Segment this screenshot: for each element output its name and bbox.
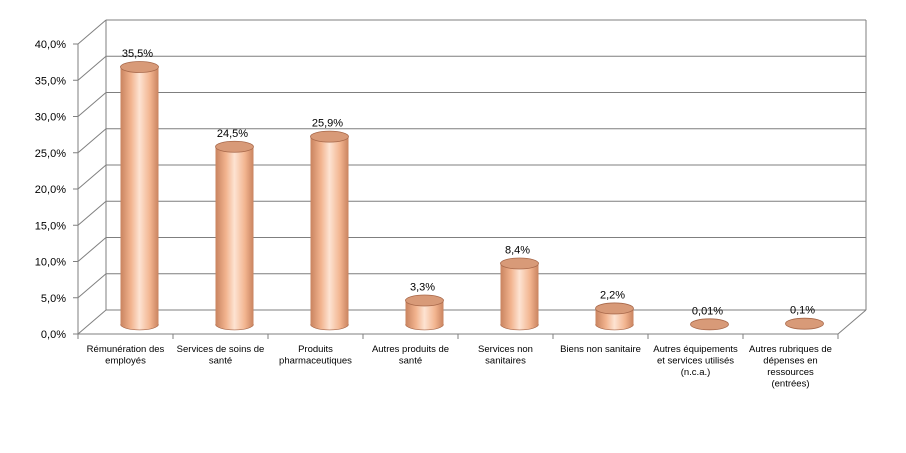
gridline-depth <box>77 309 107 335</box>
x-category-label: Services de soins de santé <box>177 344 265 367</box>
bar-body <box>500 263 539 330</box>
y-tick-label: 0,0% <box>41 329 66 341</box>
bar-base-edge <box>595 324 634 331</box>
bar-body <box>310 136 349 330</box>
bar-top <box>310 130 349 143</box>
gridline-depth <box>77 237 107 262</box>
bar-base-edge <box>310 324 349 331</box>
bar-top <box>595 302 634 315</box>
bar-2 <box>215 140 254 331</box>
bar-5 <box>500 257 539 331</box>
bar-top <box>785 317 824 330</box>
bar-4 <box>405 294 444 331</box>
gridline-depth <box>77 92 107 117</box>
bar-body <box>595 308 634 330</box>
gridline-depth <box>77 200 107 226</box>
data-label: 24,5% <box>217 128 248 140</box>
bar-top <box>215 140 254 153</box>
bar-base-edge <box>500 324 539 331</box>
x-category-label: Services non sanitaires <box>478 344 533 367</box>
bar-6 <box>595 302 634 331</box>
bar-body <box>405 300 444 330</box>
y-tick-label: 10,0% <box>35 257 66 269</box>
y-tick-label: 15,0% <box>35 220 66 232</box>
bar-7 <box>690 318 729 331</box>
gridline-depth <box>77 55 107 81</box>
bar-base-edge <box>405 324 444 331</box>
bar-top <box>120 61 159 73</box>
gridline-depth <box>77 128 107 154</box>
x-category-label: Rémunération des employés <box>87 344 165 367</box>
bar-top <box>500 257 539 270</box>
y-tick-label: 5,0% <box>41 293 66 305</box>
bar-top <box>690 318 729 331</box>
bar-3 <box>310 130 349 331</box>
data-label: 3,3% <box>410 281 435 293</box>
bar-body <box>120 67 159 330</box>
x-category-label: Autres produits de santé <box>372 344 449 367</box>
x-category-label: Autres équipements et services utilisés (n… <box>653 344 738 378</box>
gridline-depth <box>77 19 107 45</box>
y-tick-label: 20,0% <box>35 184 66 196</box>
data-label: 0,01% <box>692 305 723 317</box>
x-category-label: Autres rubriques de dépenses en ressources… <box>749 344 832 390</box>
gridline-depth <box>77 164 107 190</box>
data-label: 0,1% <box>790 305 815 317</box>
data-label: 35,5% <box>122 48 153 60</box>
y-tick-label: 30,0% <box>35 112 66 124</box>
gridline-depth <box>77 273 107 299</box>
bar-8 <box>785 317 824 330</box>
bar-body <box>215 146 254 330</box>
bar-top <box>405 294 444 307</box>
y-tick-label: 35,0% <box>35 75 66 87</box>
y-tick-label: 25,0% <box>35 148 66 160</box>
x-category-label: Biens non sanitaire <box>560 344 641 355</box>
data-label: 25,9% <box>312 118 343 130</box>
bar-base-edge <box>120 324 159 331</box>
data-label: 2,2% <box>600 289 625 301</box>
bar-base-edge <box>215 324 254 331</box>
floor-right-edge <box>837 309 867 335</box>
x-category-label: Produits pharmaceutiques <box>279 344 352 367</box>
data-label: 8,4% <box>505 245 530 257</box>
y-tick-label: 40,0% <box>35 39 66 51</box>
bar-1 <box>120 61 159 331</box>
